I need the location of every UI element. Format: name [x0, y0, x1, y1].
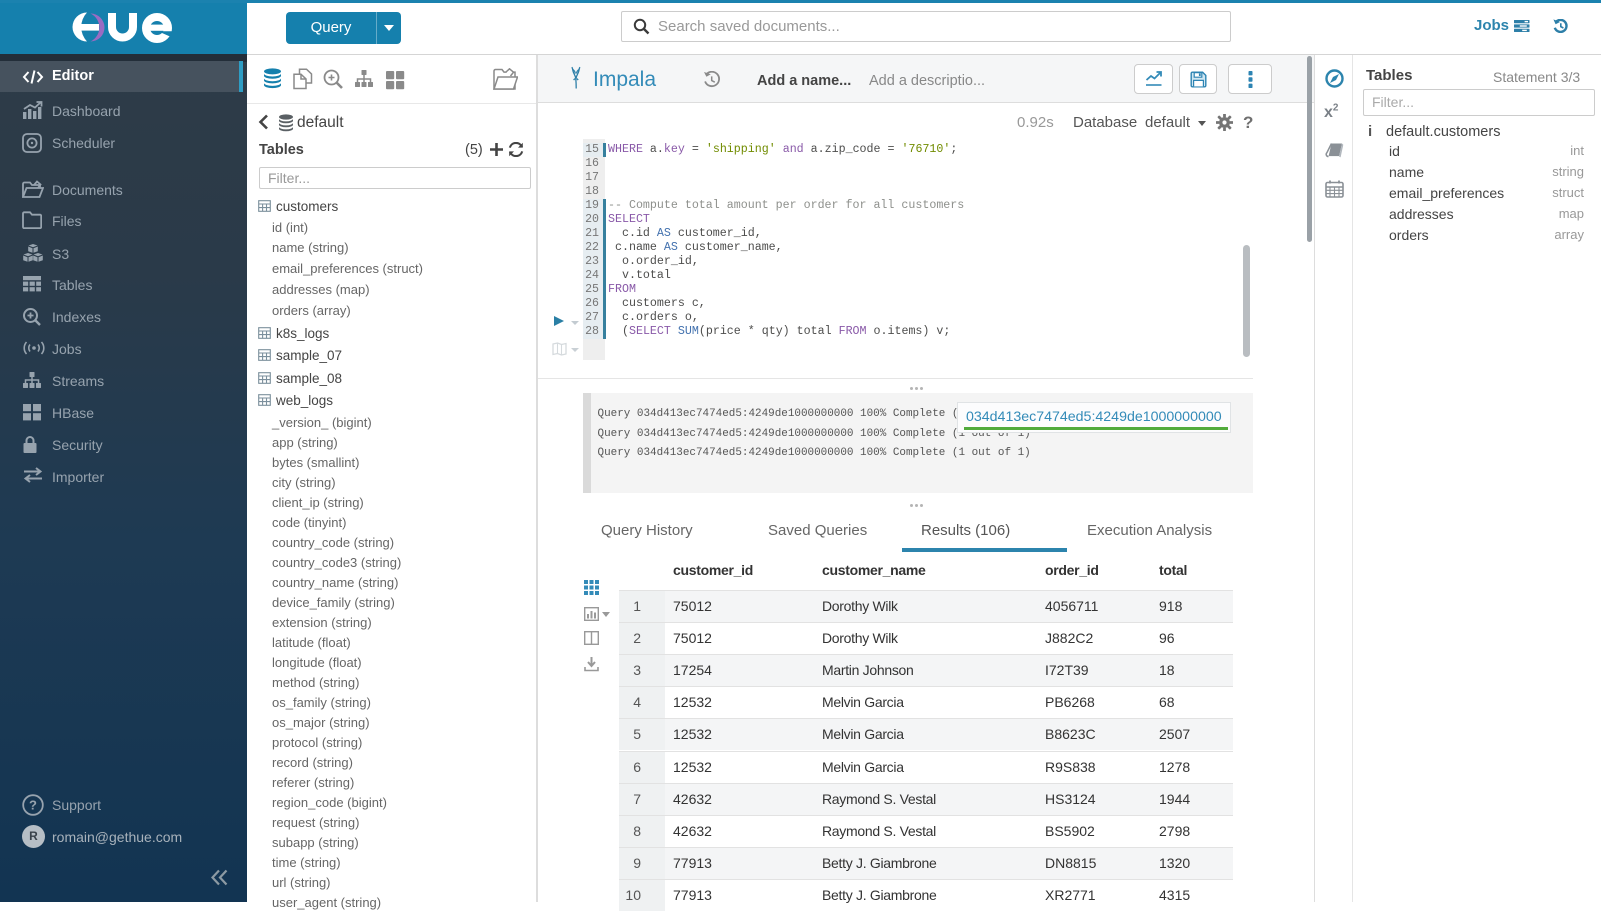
svg-text:?: ?	[29, 798, 37, 813]
